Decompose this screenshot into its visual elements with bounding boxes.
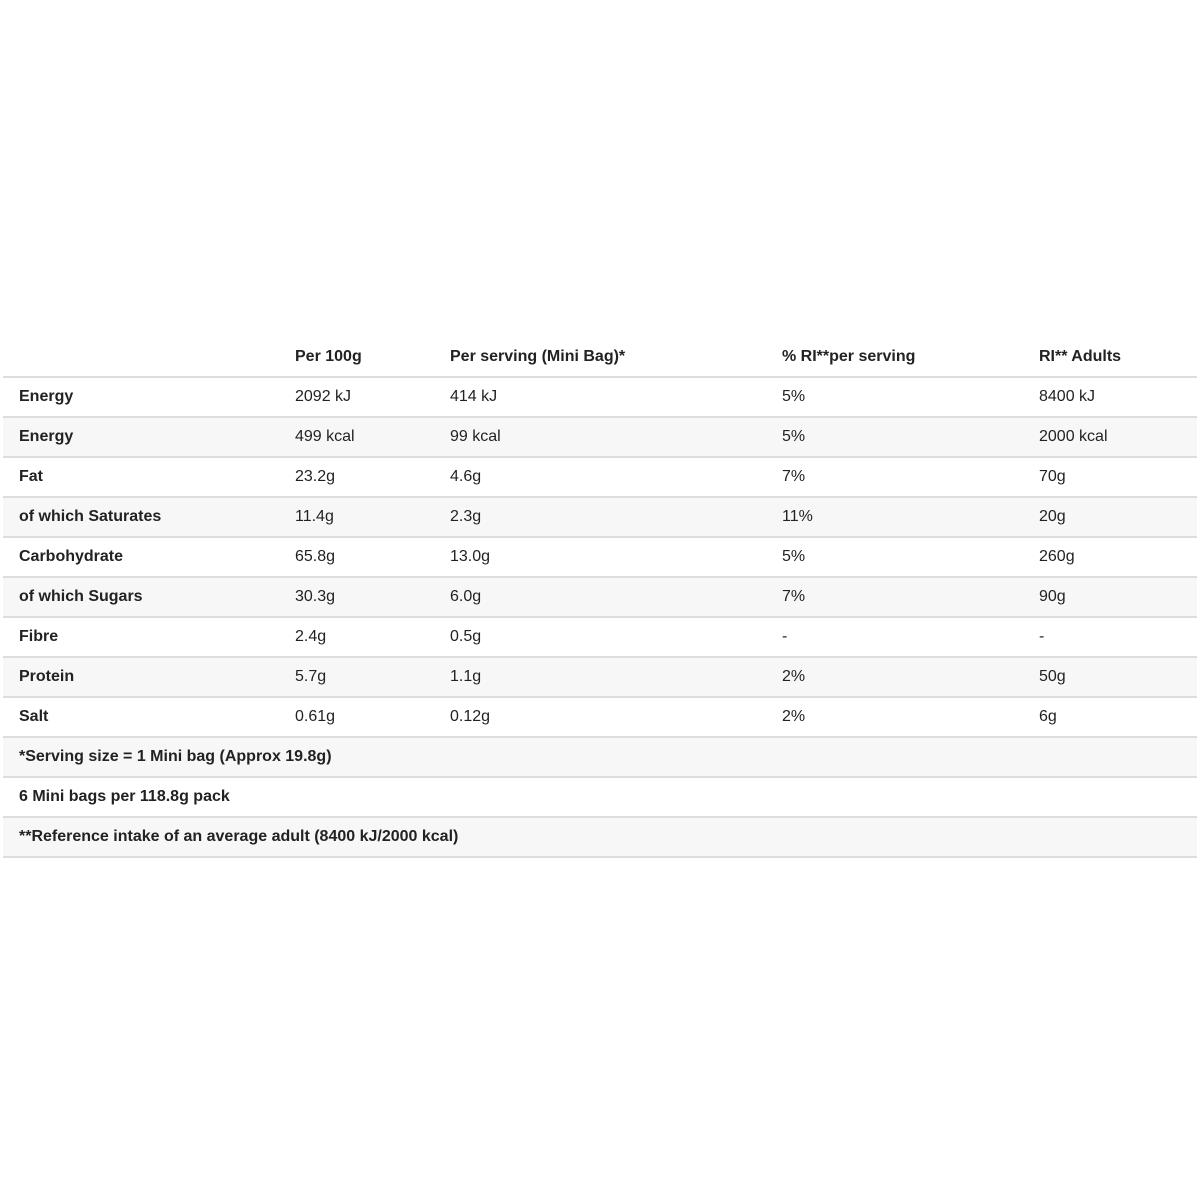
header-cell: Per serving (Mini Bag)* [450, 338, 782, 378]
nutrient-value: 499 kcal [295, 417, 450, 458]
nutrient-value: 4.6g [450, 457, 782, 498]
nutrient-value: 5.7g [295, 657, 450, 698]
footnote-row: **Reference intake of an average adult (… [3, 817, 1197, 858]
nutrient-label: Fat [3, 457, 295, 498]
nutrient-value: 2092 kJ [295, 377, 450, 418]
nutrient-value: 2.4g [295, 617, 450, 658]
nutrient-value: - [1039, 617, 1197, 658]
nutrient-value: 11.4g [295, 497, 450, 538]
nutrient-value: 8400 kJ [1039, 377, 1197, 418]
table-row: Energy 499 kcal 99 kcal 5% 2000 kcal [3, 417, 1197, 458]
nutrition-table: Per 100g Per serving (Mini Bag)* % RI**p… [3, 338, 1197, 858]
table-row: of which Saturates 11.4g 2.3g 11% 20g [3, 497, 1197, 538]
nutrient-value: 65.8g [295, 537, 450, 578]
table-row: Protein 5.7g 1.1g 2% 50g [3, 657, 1197, 698]
footnote-row: *Serving size = 1 Mini bag (Approx 19.8g… [3, 737, 1197, 778]
table-row: Carbohydrate 65.8g 13.0g 5% 260g [3, 537, 1197, 578]
nutrient-label: Protein [3, 657, 295, 698]
nutrient-value: 0.5g [450, 617, 782, 658]
nutrient-label: Energy [3, 377, 295, 418]
nutrient-label: Carbohydrate [3, 537, 295, 578]
header-cell [3, 338, 295, 378]
nutrient-value: 6g [1039, 697, 1197, 738]
table-row: Salt 0.61g 0.12g 2% 6g [3, 697, 1197, 738]
table-row: Fat 23.2g 4.6g 7% 70g [3, 457, 1197, 498]
nutrient-value: 2% [782, 697, 1039, 738]
nutrient-value: 70g [1039, 457, 1197, 498]
nutrient-value: 90g [1039, 577, 1197, 618]
nutrient-label: Fibre [3, 617, 295, 658]
nutrient-value: 5% [782, 417, 1039, 458]
nutrient-value: 260g [1039, 537, 1197, 578]
nutrient-value: 414 kJ [450, 377, 782, 418]
nutrient-value: - [782, 617, 1039, 658]
nutrient-label: of which Saturates [3, 497, 295, 538]
nutrient-value: 11% [782, 497, 1039, 538]
nutrient-value: 2% [782, 657, 1039, 698]
nutrient-value: 30.3g [295, 577, 450, 618]
nutrient-value: 5% [782, 377, 1039, 418]
footnote: **Reference intake of an average adult (… [3, 817, 1197, 858]
nutrient-value: 2000 kcal [1039, 417, 1197, 458]
nutrient-value: 99 kcal [450, 417, 782, 458]
nutrient-value: 7% [782, 457, 1039, 498]
header-cell: % RI**per serving [782, 338, 1039, 378]
header-row: Per 100g Per serving (Mini Bag)* % RI**p… [3, 338, 1197, 378]
nutrient-label: Energy [3, 417, 295, 458]
table-row: Fibre 2.4g 0.5g - - [3, 617, 1197, 658]
nutrient-value: 5% [782, 537, 1039, 578]
table-row: of which Sugars 30.3g 6.0g 7% 90g [3, 577, 1197, 618]
footnote: *Serving size = 1 Mini bag (Approx 19.8g… [3, 737, 1197, 778]
nutrient-value: 2.3g [450, 497, 782, 538]
nutrient-value: 20g [1039, 497, 1197, 538]
footnote: 6 Mini bags per 118.8g pack [3, 777, 1197, 818]
nutrient-value: 23.2g [295, 457, 450, 498]
nutrient-value: 6.0g [450, 577, 782, 618]
nutrient-value: 0.12g [450, 697, 782, 738]
nutrient-value: 13.0g [450, 537, 782, 578]
nutrient-value: 0.61g [295, 697, 450, 738]
nutrient-value: 7% [782, 577, 1039, 618]
header-cell: RI** Adults [1039, 338, 1197, 378]
table-row: Energy 2092 kJ 414 kJ 5% 8400 kJ [3, 377, 1197, 418]
nutrient-value: 50g [1039, 657, 1197, 698]
header-cell: Per 100g [295, 338, 450, 378]
nutrient-label: Salt [3, 697, 295, 738]
footnote-row: 6 Mini bags per 118.8g pack [3, 777, 1197, 818]
nutrient-label: of which Sugars [3, 577, 295, 618]
nutrient-value: 1.1g [450, 657, 782, 698]
